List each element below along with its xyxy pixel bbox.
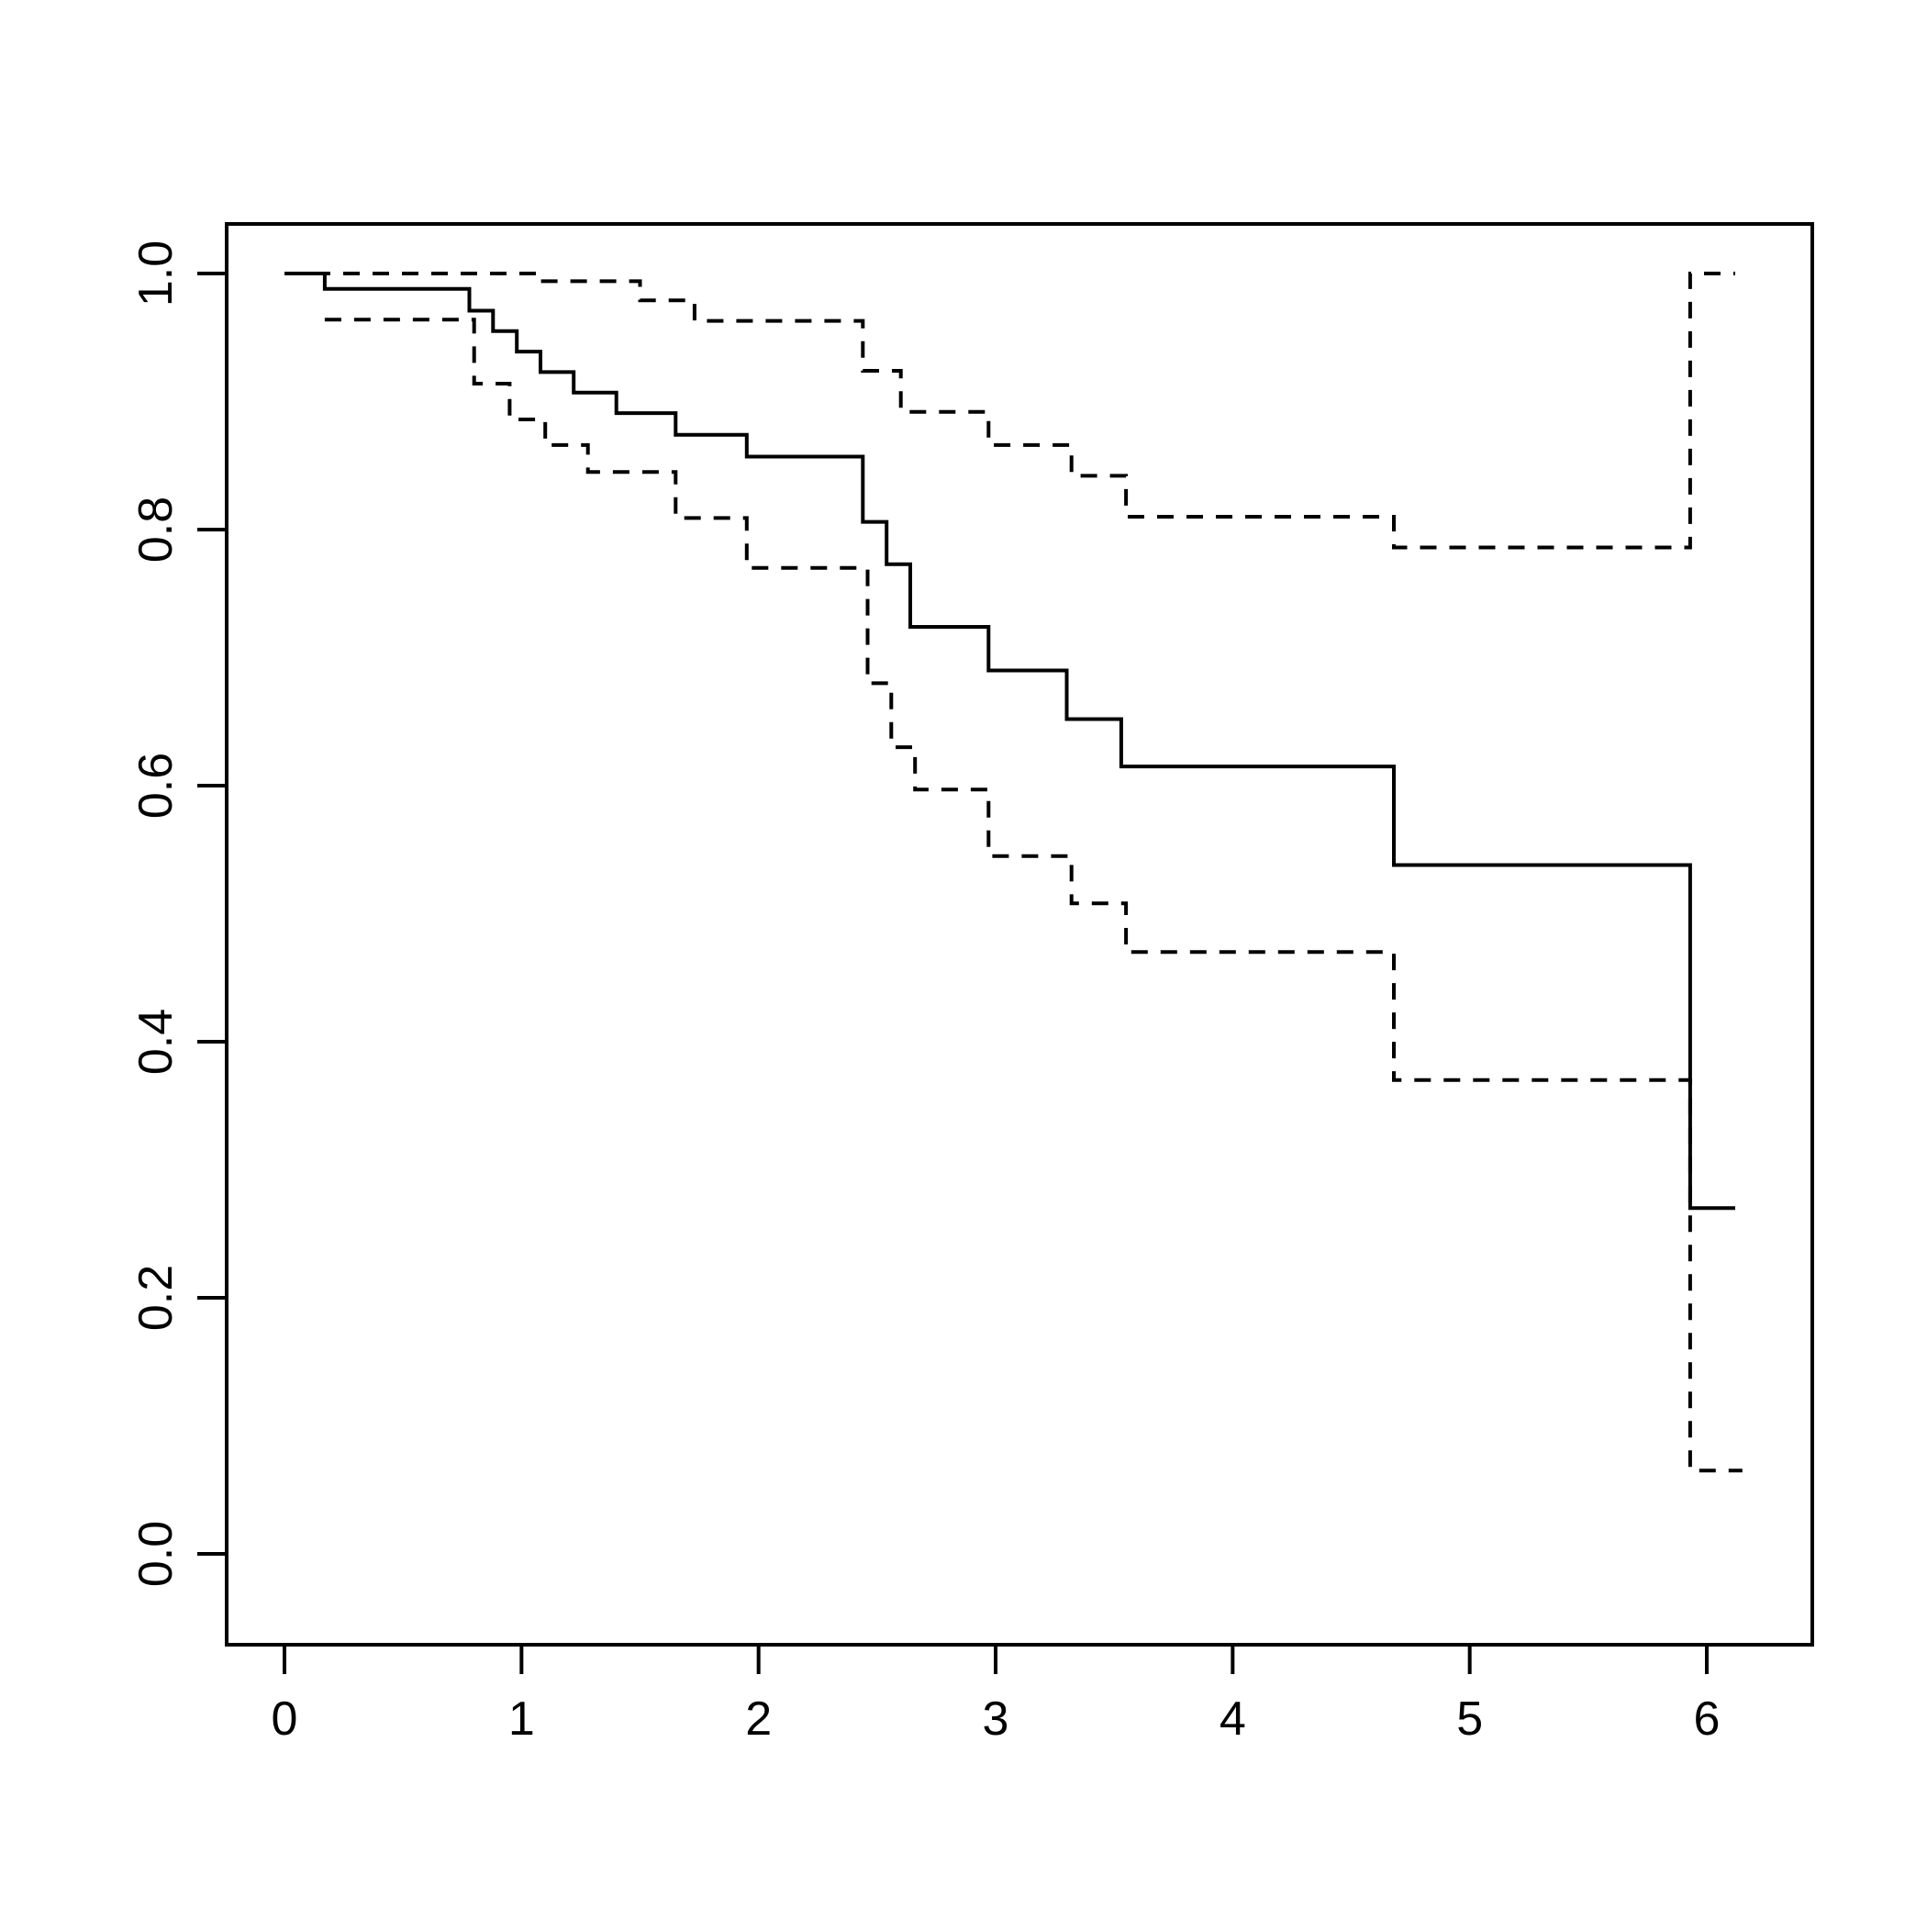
x-axis-tick-label: 1 (508, 1692, 535, 1746)
x-axis-tick-label: 0 (272, 1692, 298, 1746)
plot-box (225, 222, 1814, 1647)
y-axis-tick-label: 0.0 (129, 1521, 183, 1587)
x-axis-tick-label: 3 (983, 1692, 1009, 1746)
survival-estimate-curve (284, 272, 1735, 1211)
series-layer (284, 272, 1743, 1473)
y-axis-tick-label: 0.8 (129, 497, 183, 563)
y-axis-tick-label: 1.0 (129, 240, 183, 307)
x-axis-tick-label: 4 (1220, 1692, 1246, 1746)
x-axis-tick-label: 2 (745, 1692, 772, 1746)
lower-confidence-band-curve (324, 318, 1743, 1473)
y-axis-tick-label: 0.6 (129, 753, 183, 819)
upper-confidence-band-curve (284, 272, 1735, 550)
y-axis-tick-label: 0.4 (129, 1009, 183, 1075)
x-axis-tick-label: 5 (1456, 1692, 1483, 1746)
y-axis-tick-label: 0.2 (129, 1265, 183, 1331)
axes-layer: 0 1 2 3 4 5 6 0.0 0.2 0.4 0.6 0.8 1.0 (129, 222, 1814, 1746)
x-axis-tick-label: 6 (1694, 1692, 1721, 1746)
